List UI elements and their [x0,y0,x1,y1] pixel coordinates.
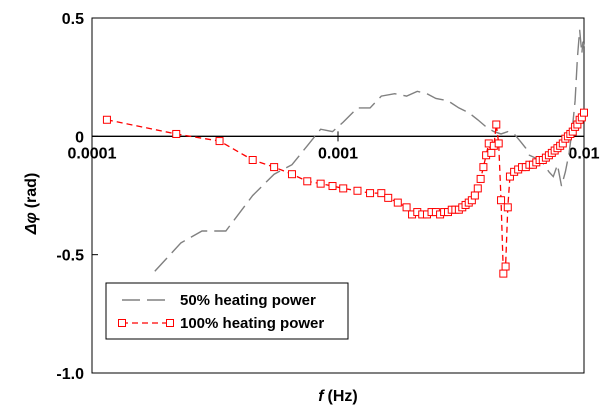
legend-label-100pct: 100% heating power [180,315,324,332]
series-line-0 [154,29,585,272]
data-point [494,139,503,148]
y-axis-ticks: 0.5 0 -0.5 -1.0 [56,11,98,383]
y-axis-variable: Δφ [23,212,40,235]
data-point [580,108,588,117]
data-point [476,174,485,183]
data-point [316,179,325,188]
data-point [497,196,506,205]
x-tick-label: 0.01 [568,145,599,162]
x-tick-label: 0.001 [318,145,358,162]
y-tick-label: 0.5 [62,11,84,28]
data-point [402,203,411,212]
data-point [248,156,257,164]
x-axis-variable: f [318,388,325,405]
data-point [353,186,362,195]
data-point [393,198,402,207]
data-point [501,262,510,271]
data-point [487,148,496,157]
data-point [172,129,181,138]
data-point [366,189,375,198]
data-point [328,182,337,191]
data-point [377,189,386,198]
y-axis-unit: (rad) [23,173,40,209]
x-tick-label: 0.0001 [68,145,117,162]
legend-box [105,282,349,340]
legend-marker-100pct-right [166,319,174,327]
plot-area [91,17,585,374]
data-point [479,163,488,172]
data-point [215,137,224,146]
x-axis-unit: (Hz) [328,388,358,405]
series-layer [102,29,588,278]
data-point [473,184,482,193]
data-point [470,191,479,200]
y-tick-label: -1.0 [56,366,84,383]
legend-marker-100pct-left [118,319,126,327]
y-tick-label: -0.5 [56,248,84,265]
legend-label-50pct: 50% heating power [180,292,316,309]
data-point [505,172,514,181]
data-point [339,184,348,193]
x-axis-ticks: 0.0001 0.001 0.01 [68,131,600,162]
data-point [270,163,279,172]
data-point [287,170,296,179]
legend: 50% heating power 100% heating power [105,282,349,340]
data-point [303,177,312,186]
data-point [503,203,512,212]
y-axis-label: Δφ (rad) [23,173,40,236]
data-point [102,115,111,124]
data-point [499,269,508,278]
data-point [492,120,501,129]
x-axis-label: f (Hz) [318,388,358,405]
data-point [384,193,393,202]
y-tick-label: 0 [75,129,84,146]
